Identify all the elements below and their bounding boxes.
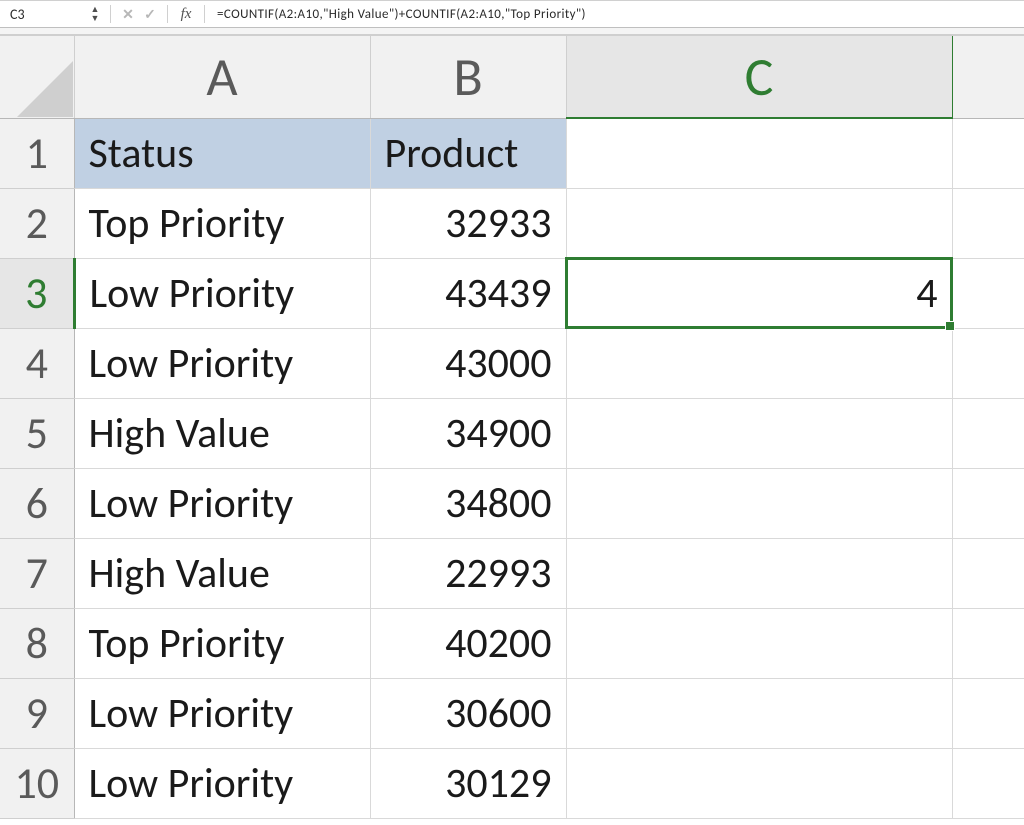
cell-c8[interactable] [566, 608, 952, 678]
stepper-down-icon[interactable]: ▼ [91, 15, 100, 23]
cell-b10[interactable]: 30129 [370, 748, 566, 818]
name-box[interactable]: C3 [0, 6, 86, 23]
cancel-button[interactable]: ✕ [117, 3, 139, 25]
column-header-b[interactable]: B [370, 36, 566, 118]
cell-a3[interactable]: Low Priority [74, 258, 370, 328]
cell-b3[interactable]: 43439 [370, 258, 566, 328]
confirm-button[interactable]: ✓ [139, 3, 161, 25]
cell-b4[interactable]: 43000 [370, 328, 566, 398]
sheet-top-border [0, 28, 1024, 36]
cell-d8[interactable] [952, 608, 1024, 678]
cell-c9[interactable] [566, 678, 952, 748]
cell-d2[interactable] [952, 188, 1024, 258]
cell-b2[interactable]: 32933 [370, 188, 566, 258]
cell-c1[interactable] [566, 118, 952, 188]
row-header[interactable]: 4 [0, 328, 74, 398]
cell-c2[interactable] [566, 188, 952, 258]
cell-a2[interactable]: Top Priority [74, 188, 370, 258]
formula-bar: C3 ▲ ▼ ✕ ✓ fx =COUNTIF(A2:A10,"High Valu… [0, 0, 1024, 28]
cell-a8[interactable]: Top Priority [74, 608, 370, 678]
cell-d9[interactable] [952, 678, 1024, 748]
name-box-stepper[interactable]: ▲ ▼ [86, 6, 104, 23]
cell-b9[interactable]: 30600 [370, 678, 566, 748]
cell-a6[interactable]: Low Priority [74, 468, 370, 538]
cell-b1[interactable]: Product [370, 118, 566, 188]
column-header-a[interactable]: A [74, 36, 370, 118]
cell-c5[interactable] [566, 398, 952, 468]
cancel-icon: ✕ [122, 6, 134, 23]
cell-d3[interactable] [952, 258, 1024, 328]
cell-d1[interactable] [952, 118, 1024, 188]
cell-b8[interactable]: 40200 [370, 608, 566, 678]
cell-b6[interactable]: 34800 [370, 468, 566, 538]
row-header[interactable]: 9 [0, 678, 74, 748]
cell-a7[interactable]: High Value [74, 538, 370, 608]
cell-c10[interactable] [566, 748, 952, 818]
cell-c3[interactable]: 4 [566, 258, 952, 328]
column-header-c[interactable]: C [566, 36, 952, 118]
cell-d5[interactable] [952, 398, 1024, 468]
separator [204, 5, 205, 23]
cell-a9[interactable]: Low Priority [74, 678, 370, 748]
cell-c6[interactable] [566, 468, 952, 538]
row-header[interactable]: 8 [0, 608, 74, 678]
cell-b7[interactable]: 22993 [370, 538, 566, 608]
row-header[interactable]: 6 [0, 468, 74, 538]
formula-input[interactable]: =COUNTIF(A2:A10,"High Value")+COUNTIF(A2… [211, 7, 1024, 22]
cell-a10[interactable]: Low Priority [74, 748, 370, 818]
row-header[interactable]: 10 [0, 748, 74, 818]
cell-d7[interactable] [952, 538, 1024, 608]
cell-b5[interactable]: 34900 [370, 398, 566, 468]
row-header[interactable]: 7 [0, 538, 74, 608]
cell-d10[interactable] [952, 748, 1024, 818]
cell-c7[interactable] [566, 538, 952, 608]
cell-a4[interactable]: Low Priority [74, 328, 370, 398]
row-header[interactable]: 5 [0, 398, 74, 468]
row-header[interactable]: 2 [0, 188, 74, 258]
fx-icon[interactable]: fx [174, 6, 198, 23]
select-all-corner[interactable] [0, 36, 74, 118]
cell-d4[interactable] [952, 328, 1024, 398]
cell-c4[interactable] [566, 328, 952, 398]
cell-d6[interactable] [952, 468, 1024, 538]
column-header-d[interactable] [952, 36, 1024, 118]
separator [110, 5, 111, 23]
row-header[interactable]: 3 [0, 258, 74, 328]
cell-a1[interactable]: Status [74, 118, 370, 188]
confirm-icon: ✓ [144, 6, 156, 23]
row-header[interactable]: 1 [0, 118, 74, 188]
cell-a5[interactable]: High Value [74, 398, 370, 468]
separator [167, 5, 168, 23]
spreadsheet-grid[interactable]: A B C 1 Status Product 2 Top Priority 32… [0, 36, 1024, 819]
